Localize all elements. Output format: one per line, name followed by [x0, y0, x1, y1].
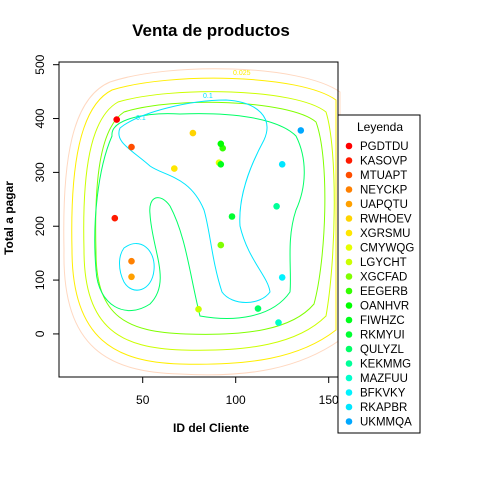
legend-entry: XGRSMU	[360, 228, 410, 240]
data-point-xgcfad	[218, 242, 225, 249]
x-axis: 50 100 150	[136, 377, 339, 407]
contour-line	[120, 244, 155, 291]
legend-entry: NEYCKP	[360, 185, 408, 197]
legend-entry: RKAPBR	[360, 402, 407, 414]
legend-marker	[346, 418, 353, 425]
contour-line	[96, 102, 325, 334]
contour-line	[64, 69, 340, 375]
data-point-rkmyui	[229, 213, 236, 220]
legend-marker	[346, 186, 353, 193]
data-point-neyckp	[128, 258, 135, 265]
y-tick-label: 400	[33, 108, 47, 128]
contour-label: 0.1	[136, 115, 146, 122]
contour-line	[72, 78, 336, 364]
legend-entry: BFKVKY	[360, 388, 406, 400]
legend: Leyenda PGDTDU KASOVP MTUAPT NEYCKP UAPQTU RW…	[338, 115, 420, 433]
legend-entry: FIWHZC	[360, 315, 405, 327]
data-point-kekmmg	[273, 203, 280, 210]
density-contours: 0.1 0.025 0.1	[64, 69, 340, 375]
legend-entry: OANHVR	[360, 301, 409, 313]
legend-marker	[346, 143, 353, 150]
legend-entry: UKMMQA	[360, 417, 412, 429]
legend-marker	[346, 360, 353, 367]
x-tick-label: 100	[226, 393, 246, 407]
legend-marker	[346, 230, 353, 237]
data-point-oanhvr	[218, 141, 225, 148]
data-point-lgycht	[195, 306, 202, 313]
legend-marker	[346, 273, 353, 280]
data-point-xgrsmu	[171, 165, 178, 172]
legend-entry: KEKMMG	[360, 359, 411, 371]
data-point-rwhoev	[190, 130, 197, 137]
y-axis: 0 100 200 300 400 500	[33, 54, 59, 337]
y-tick-label: 0	[33, 330, 47, 337]
data-point-mtuapt	[128, 144, 135, 151]
data-point-bfkvky	[279, 274, 286, 281]
legend-entry: EEGERB	[360, 286, 408, 298]
y-tick-label: 200	[33, 216, 47, 236]
legend-marker	[346, 259, 353, 266]
legend-marker	[346, 389, 353, 396]
legend-entry: CMYWQG	[360, 243, 414, 255]
x-tick-label: 50	[136, 393, 150, 407]
data-point-fiwhzc	[218, 161, 225, 168]
scatter-points	[112, 116, 305, 326]
legend-marker	[346, 302, 353, 309]
y-tick-label: 100	[33, 270, 47, 290]
legend-entry: QULYZL	[360, 344, 404, 356]
x-axis-label: ID del Cliente	[173, 421, 249, 435]
legend-marker	[346, 288, 353, 295]
legend-marker	[346, 346, 353, 353]
legend-entry: KASOVP	[360, 156, 408, 168]
legend-entry: MTUAPT	[360, 170, 407, 182]
y-axis-label: Total a pagar	[2, 181, 16, 255]
legend-entry: XGCFAD	[360, 272, 407, 284]
x-tick-label: 150	[319, 393, 339, 407]
legend-entry: RKMYUI	[360, 330, 405, 342]
plot-frame	[59, 62, 338, 377]
data-point-pgdtdu	[113, 116, 120, 123]
legend-marker	[346, 172, 353, 179]
legend-marker	[346, 244, 353, 251]
legend-entry: MAZFUU	[360, 373, 408, 385]
chart-title: Venta de productos	[132, 21, 290, 40]
data-point-qulyzl	[255, 305, 262, 312]
y-tick-label: 500	[33, 54, 47, 74]
data-point-ukmmqa	[298, 127, 305, 134]
data-point-mazfuu	[275, 319, 282, 326]
legend-marker	[346, 375, 353, 382]
legend-marker	[346, 331, 353, 338]
legend-title: Leyenda	[357, 120, 403, 134]
legend-entry: LGYCHT	[360, 257, 407, 269]
contour-line	[95, 114, 304, 319]
legend-marker	[346, 201, 353, 208]
data-point-uapqtu	[128, 274, 135, 281]
contour-label: 0.025	[233, 70, 251, 77]
legend-marker	[346, 317, 353, 324]
data-point-rkapbr	[279, 161, 286, 168]
legend-entry: RWHOEV	[360, 214, 412, 226]
legend-entry: PGDTDU	[360, 141, 409, 153]
legend-entry: UAPQTU	[360, 199, 408, 211]
y-tick-label: 300	[33, 162, 47, 182]
data-point-kasovp	[112, 215, 119, 222]
contour-label: 0.1	[203, 93, 213, 100]
legend-marker	[346, 157, 353, 164]
legend-marker	[346, 404, 353, 411]
contour-line	[84, 92, 335, 351]
legend-marker	[346, 215, 353, 222]
